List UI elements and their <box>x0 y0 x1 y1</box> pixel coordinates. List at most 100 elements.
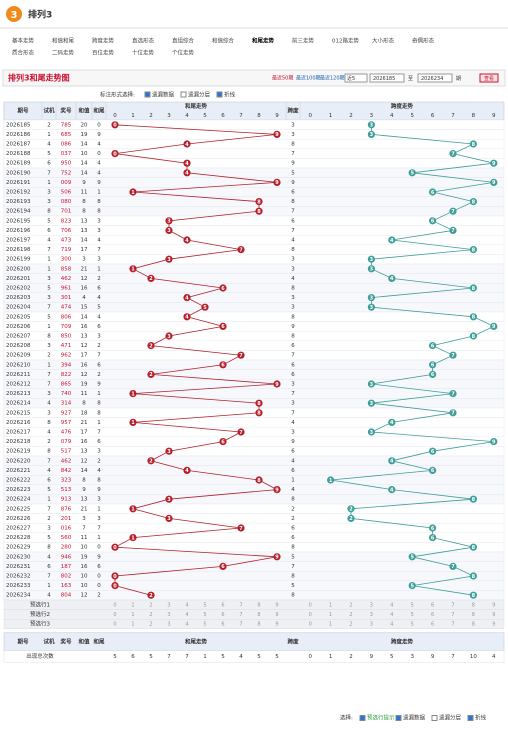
preselect-digit[interactable]: 0 <box>309 622 312 628</box>
preselect-digit[interactable]: 7 <box>451 602 454 608</box>
preselect-digit[interactable]: 7 <box>451 612 454 618</box>
span-ball <box>367 130 375 138</box>
preselect-digit[interactable]: 6 <box>431 602 434 608</box>
nav-link[interactable]: 跨度走势 <box>92 37 115 45</box>
nav-link[interactable]: 和值综合 <box>212 37 235 45</box>
preselect-digit[interactable]: 0 <box>113 602 116 608</box>
preselect-digit[interactable]: 1 <box>131 602 134 608</box>
preselect-digit[interactable]: 1 <box>329 602 332 608</box>
preselect-digit[interactable]: 9 <box>275 602 278 608</box>
nav-link[interactable]: 直选形态 <box>132 37 155 45</box>
preselect-digit[interactable]: 4 <box>390 622 393 628</box>
preselect-digit[interactable]: 6 <box>431 612 434 618</box>
preselect-digit[interactable]: 9 <box>275 612 278 618</box>
preselect-digit[interactable]: 0 <box>309 602 312 608</box>
tail-ball <box>201 303 209 311</box>
checkbox[interactable] <box>395 715 402 721</box>
preselect-digit[interactable]: 2 <box>149 622 152 628</box>
preselect-digit[interactable]: 8 <box>472 622 475 628</box>
preselect-digit[interactable]: 0 <box>113 622 116 628</box>
nav-link[interactable]: 和尾走势 <box>252 37 275 45</box>
checkbox[interactable] <box>467 715 474 721</box>
preselect-digit[interactable]: 6 <box>221 602 224 608</box>
nav-link[interactable]: 质合形态 <box>12 49 35 57</box>
nav-link[interactable]: 奇偶形态 <box>412 37 435 45</box>
nav-link[interactable]: 二码走势 <box>52 49 75 57</box>
preselect-digit[interactable]: 4 <box>390 612 393 618</box>
preselect-digit[interactable]: 9 <box>492 612 495 618</box>
preselect-digit[interactable]: 5 <box>203 602 206 608</box>
preselect-digit[interactable]: 1 <box>329 612 332 618</box>
test-number: 4 <box>47 430 51 436</box>
preselect-digit[interactable]: 4 <box>390 602 393 608</box>
nav-link[interactable]: 前三走势 <box>292 37 315 45</box>
from-input[interactable] <box>369 73 405 83</box>
preselect-digit[interactable]: 3 <box>370 622 373 628</box>
nav-link[interactable]: 百位走势 <box>92 49 115 57</box>
nav-link[interactable]: 个位走势 <box>172 49 195 57</box>
preselect-digit[interactable]: 5 <box>411 622 414 628</box>
nav-link[interactable]: 大小形态 <box>372 37 395 45</box>
preselect-digit[interactable]: 3 <box>167 602 170 608</box>
span-ball-label: 8 <box>472 199 476 205</box>
preselect-digit[interactable]: 7 <box>239 602 242 608</box>
period-link[interactable]: 最近50期 <box>272 75 293 82</box>
preselect-digit[interactable]: 6 <box>221 622 224 628</box>
preselect-digit[interactable]: 2 <box>149 612 152 618</box>
preselect-digit[interactable]: 5 <box>411 602 414 608</box>
preselect-digit[interactable]: 2 <box>149 602 152 608</box>
preselect-digit[interactable]: 4 <box>185 602 188 608</box>
preselect-digit[interactable]: 3 <box>167 622 170 628</box>
view-button[interactable] <box>479 73 499 83</box>
preselect-digit[interactable]: 3 <box>370 612 373 618</box>
preselect-digit[interactable]: 3 <box>167 612 170 618</box>
preselect-digit[interactable]: 1 <box>131 612 134 618</box>
checkbox[interactable] <box>359 715 366 721</box>
preselect-digit[interactable]: 6 <box>221 612 224 618</box>
range-select[interactable] <box>344 73 368 83</box>
preselect-digit[interactable]: 1 <box>329 622 332 628</box>
prize-number: 802 <box>61 574 72 580</box>
period: 2026220 <box>6 458 31 464</box>
period-link[interactable]: 最近100期 <box>296 75 321 82</box>
preselect-digit[interactable]: 8 <box>472 602 475 608</box>
sum-value: 17 <box>81 247 88 253</box>
preselect-digit[interactable]: 0 <box>309 612 312 618</box>
preselect-digit[interactable]: 8 <box>257 622 260 628</box>
preselect-digit[interactable]: 7 <box>239 612 242 618</box>
checkbox[interactable] <box>180 91 187 98</box>
preselect-digit[interactable]: 6 <box>431 622 434 628</box>
preselect-digit[interactable]: 2 <box>349 622 352 628</box>
to-input[interactable] <box>417 73 453 83</box>
sum-value: 19 <box>81 554 88 560</box>
nav-link[interactable]: 基本走势 <box>12 37 35 45</box>
nav-link[interactable]: 十位走势 <box>132 49 155 57</box>
preselect-digit[interactable]: 8 <box>257 612 260 618</box>
checkbox[interactable] <box>431 715 438 721</box>
nav-link[interactable]: 和值和尾 <box>52 37 75 45</box>
preselect-digit[interactable]: 4 <box>185 622 188 628</box>
preselect-digit[interactable]: 8 <box>257 602 260 608</box>
period-link[interactable]: 最近120期 <box>320 75 345 82</box>
preselect-digit[interactable]: 3 <box>370 602 373 608</box>
column-header: 和尾走势 <box>185 102 208 110</box>
preselect-digit[interactable]: 4 <box>185 612 188 618</box>
preselect-digit[interactable]: 5 <box>203 612 206 618</box>
preselect-digit[interactable]: 0 <box>113 612 116 618</box>
preselect-digit[interactable]: 5 <box>203 622 206 628</box>
preselect-digit[interactable]: 2 <box>349 612 352 618</box>
preselect-digit[interactable]: 9 <box>492 622 495 628</box>
checkbox[interactable] <box>144 91 151 98</box>
preselect-digit[interactable]: 5 <box>411 612 414 618</box>
sum-value: 13 <box>81 497 88 503</box>
checkbox[interactable] <box>216 91 223 98</box>
preselect-digit[interactable]: 9 <box>492 602 495 608</box>
preselect-digit[interactable]: 7 <box>451 622 454 628</box>
preselect-digit[interactable]: 7 <box>239 622 242 628</box>
preselect-digit[interactable]: 1 <box>131 622 134 628</box>
preselect-digit[interactable]: 8 <box>472 612 475 618</box>
nav-link[interactable]: 012路走势 <box>332 37 359 45</box>
nav-link[interactable]: 直组综合 <box>172 37 195 45</box>
preselect-digit[interactable]: 2 <box>349 602 352 608</box>
preselect-digit[interactable]: 9 <box>275 622 278 628</box>
